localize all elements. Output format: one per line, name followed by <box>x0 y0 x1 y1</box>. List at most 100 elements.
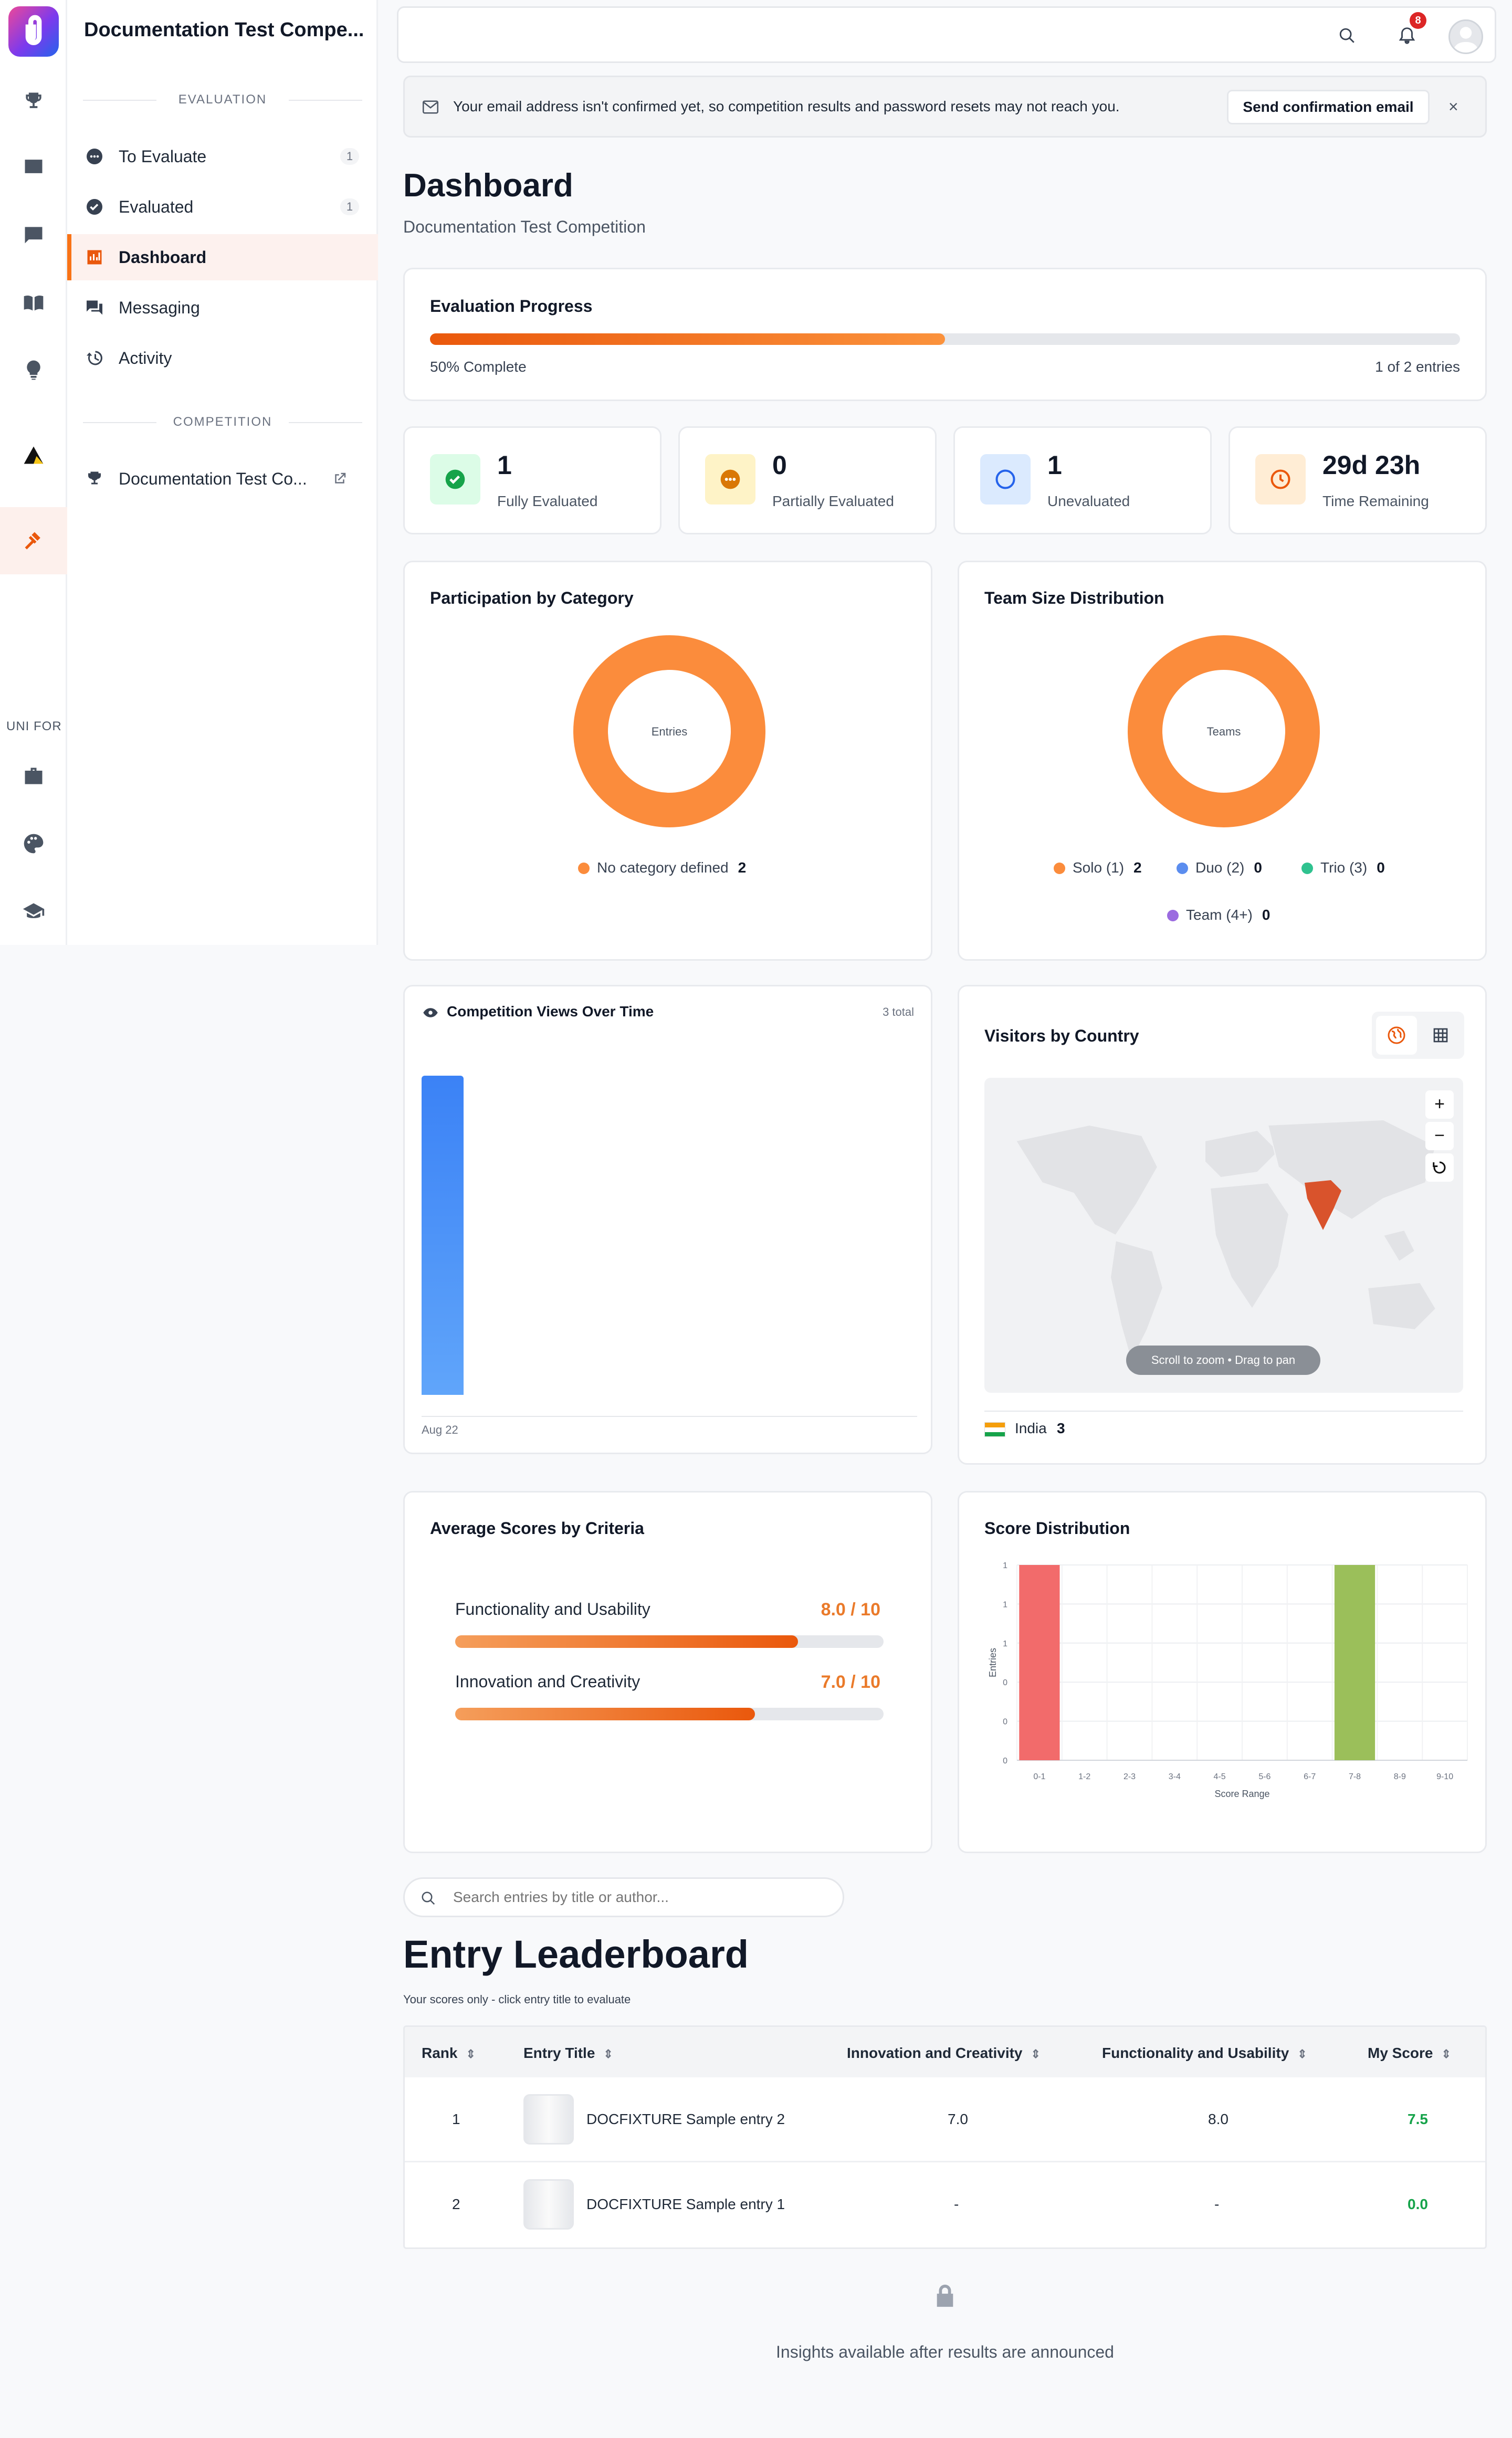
legend-swatch <box>1301 863 1313 874</box>
sidebar-item-label: Evaluated <box>119 197 194 216</box>
views-total: 3 total <box>883 1005 914 1018</box>
count-badge: 1 <box>340 198 359 215</box>
column-header-functionality[interactable]: Functionality and Usability ⇕ <box>1102 2045 1307 2061</box>
leaderboard-title: Entry Leaderboard <box>403 1932 749 1976</box>
reset-view-button[interactable] <box>1425 1153 1454 1182</box>
sidebar-item-label: Dashboard <box>119 247 207 267</box>
legend-value: 0 <box>1262 907 1270 923</box>
legend-item[interactable]: Team (4+) 0 <box>1167 907 1270 923</box>
y-tick-label: 1 <box>1003 1561 1007 1570</box>
trophy-icon <box>88 471 101 485</box>
criteria-fill <box>455 1708 755 1720</box>
x-tick-label: 9-10 <box>1436 1772 1453 1781</box>
bar[interactable] <box>1334 1565 1376 1760</box>
avatar[interactable] <box>1448 19 1483 54</box>
trophy-icon[interactable] <box>0 72 67 130</box>
view-toggle <box>1372 1012 1464 1059</box>
chat-bubbles-icon <box>87 300 102 315</box>
sidebar-item-label: To Evaluate <box>119 146 207 166</box>
search-input[interactable] <box>452 1885 830 1909</box>
y-axis-label: Entries <box>988 1648 998 1677</box>
entry-title-link[interactable]: DOCFIXTURE Sample entry 2 <box>586 2111 785 2127</box>
refresh-icon <box>1433 1161 1446 1174</box>
sidebar-item-activity[interactable]: Activity <box>67 335 378 381</box>
column-header-entry-title[interactable]: Entry Title ⇕ <box>523 2045 613 2061</box>
dots-circle-icon <box>705 454 755 505</box>
my-score-cell: 0.0 <box>1408 2196 1428 2212</box>
bell-icon[interactable] <box>1397 26 1417 46</box>
donut-center-label: Teams <box>1206 725 1241 738</box>
legend-item[interactable]: Trio (3) 0 <box>1301 859 1385 876</box>
search-icon[interactable] <box>1338 27 1356 45</box>
table-row[interactable]: 1 DOCFIXTURE Sample entry 2 7.0 8.0 7.5 <box>405 2077 1485 2162</box>
donut-slice[interactable] <box>1128 635 1320 827</box>
map-view-button[interactable] <box>1376 1016 1417 1055</box>
app-logo[interactable] <box>8 6 59 57</box>
gavel-icon[interactable] <box>0 507 67 574</box>
close-icon[interactable]: × <box>1448 97 1458 116</box>
lightbulb-icon[interactable] <box>0 341 67 399</box>
grid-icon <box>1433 1028 1448 1043</box>
column-header-my-score[interactable]: My Score ⇕ <box>1368 2045 1451 2061</box>
column-header-innovation[interactable]: Innovation and Creativity ⇕ <box>847 2045 1041 2061</box>
stat-value: 1 <box>497 450 512 480</box>
map-region-india <box>1305 1180 1341 1230</box>
sidebar-item-dashboard[interactable]: Dashboard <box>67 234 378 280</box>
sidebar-item-evaluated[interactable]: Evaluated 1 <box>67 184 378 230</box>
legend-item[interactable]: Duo (2) 0 <box>1177 859 1262 876</box>
palette-icon[interactable] <box>0 815 67 873</box>
world-map[interactable]: Scroll to zoom • Drag to pan + − <box>984 1078 1463 1393</box>
alert-message: Your email address isn't confirmed yet, … <box>453 98 1120 114</box>
mail-icon <box>423 100 438 114</box>
zoom-in-button[interactable]: + <box>1425 1090 1454 1119</box>
triangle-logo-icon[interactable] <box>0 426 67 484</box>
legend-value: 2 <box>738 859 747 876</box>
page-subtitle: Documentation Test Competition <box>403 217 646 236</box>
country-value: 3 <box>1057 1420 1065 1436</box>
sidebar-title: Documentation Test Compe... <box>84 19 364 41</box>
sidebar-item-messaging[interactable]: Messaging <box>67 285 378 331</box>
sidebar-item-competition[interactable]: Documentation Test Co... <box>67 456 378 502</box>
x-tick-label: 2-3 <box>1124 1772 1136 1781</box>
map-region-south-america <box>1109 1239 1164 1363</box>
entry-title-link[interactable]: DOCFIXTURE Sample entry 1 <box>586 2196 785 2212</box>
legend-item[interactable]: Solo (1) 2 <box>1054 859 1142 876</box>
map-hint: Scroll to zoom • Drag to pan <box>1126 1346 1320 1375</box>
y-tick-label: 0 <box>1003 1757 1007 1766</box>
x-tick-label: 8-9 <box>1394 1772 1406 1781</box>
search-box[interactable] <box>403 1877 844 1917</box>
sort-icon: ⇕ <box>603 2047 613 2061</box>
progress-track <box>430 333 1460 345</box>
criteria-score: 7.0 / 10 <box>821 1672 880 1692</box>
stat-value: 29d 23h <box>1322 450 1421 480</box>
message-square-icon[interactable] <box>0 206 67 264</box>
insights-message: Insights available after results are ann… <box>776 2342 1114 2361</box>
table-view-button[interactable] <box>1420 1016 1461 1055</box>
briefcase-icon[interactable] <box>0 748 67 805</box>
y-tick-label: 0 <box>1003 1718 1007 1727</box>
stat-value: 1 <box>1047 450 1062 480</box>
send-confirmation-button[interactable]: Send confirmation email <box>1227 90 1430 124</box>
check-circle-icon <box>430 454 480 505</box>
count-badge: 1 <box>340 148 359 165</box>
donut-slice[interactable] <box>573 635 765 827</box>
legend-value: 2 <box>1133 859 1142 876</box>
paperclip-icon <box>25 15 42 45</box>
views-bar[interactable] <box>422 1076 464 1395</box>
column-header-rank[interactable]: Rank ⇕ <box>422 2045 476 2061</box>
briefcase-board-icon[interactable] <box>0 138 67 195</box>
sort-icon: ⇕ <box>1441 2047 1451 2061</box>
sidebar-item-label: Messaging <box>119 298 200 317</box>
stat-card-unevaluated: 1 Unevaluated <box>953 426 1212 534</box>
x-tick-label: 0-1 <box>1033 1772 1045 1781</box>
graduation-cap-icon[interactable] <box>0 883 67 941</box>
table-row[interactable]: 2 DOCFIXTURE Sample entry 1 - - 0.0 <box>405 2162 1485 2247</box>
top-bar: 8 <box>397 6 1496 63</box>
legend-item[interactable]: No category defined 2 <box>578 859 746 876</box>
book-icon[interactable] <box>0 274 67 332</box>
zoom-out-button[interactable]: − <box>1425 1122 1454 1150</box>
x-axis-label: Score Range <box>1214 1789 1269 1799</box>
bar[interactable] <box>1019 1565 1060 1760</box>
rank-cell: 1 <box>452 2111 460 2127</box>
sidebar-item-to-evaluate[interactable]: To Evaluate 1 <box>67 133 378 180</box>
